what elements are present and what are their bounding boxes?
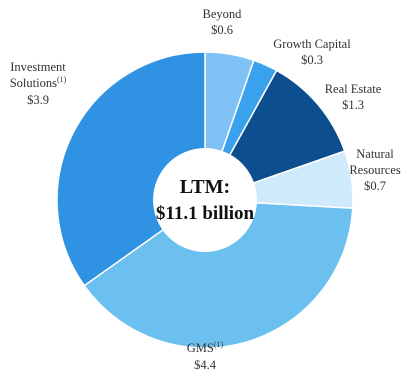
label-growth-capital-name: Growth Capital xyxy=(273,37,351,51)
label-beyond-value: $0.6 xyxy=(211,23,233,37)
label-real-estate-name: Real Estate xyxy=(325,82,382,96)
label-natural-resources-value: $0.7 xyxy=(364,179,386,193)
label-natural-resources-name-2: Resources xyxy=(349,163,401,177)
slice-gms xyxy=(83,199,354,349)
label-beyond-name: Beyond xyxy=(203,7,243,21)
label-growth-capital-value: $0.3 xyxy=(301,53,323,67)
center-label-line2: $11.1 billion xyxy=(156,203,255,224)
label-investment-solutions-superscript: (1) xyxy=(57,75,67,84)
label-real-estate-value: $1.3 xyxy=(342,98,364,112)
label-gms-name: GMS(1) xyxy=(187,340,224,355)
label-gms-value: $4.4 xyxy=(194,358,217,372)
label-investment-solutions-name-1: Investment xyxy=(10,60,66,74)
label-investment-solutions-name-2: Solutions(1) xyxy=(10,75,67,90)
donut-hole xyxy=(153,148,257,252)
center-label-line1: LTM: xyxy=(180,176,230,198)
label-investment-solutions-value: $3.9 xyxy=(27,93,49,107)
label-gms-superscript: (1) xyxy=(214,340,224,349)
label-natural-resources-name-1: Natural xyxy=(356,147,394,161)
label-gms-text: GMS xyxy=(187,341,214,355)
slice-investment-solutions xyxy=(56,51,206,287)
